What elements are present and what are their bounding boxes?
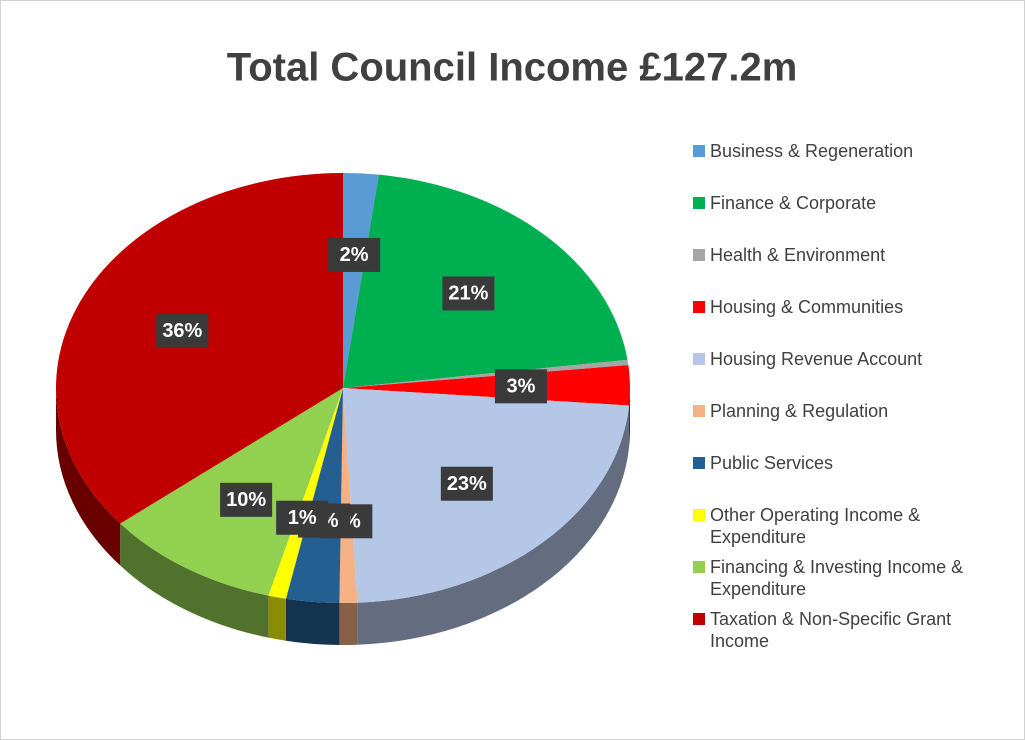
legend-label: Housing Revenue Account bbox=[710, 349, 923, 369]
legend-swatch bbox=[693, 457, 705, 469]
legend-item: Housing Revenue Account bbox=[690, 348, 1010, 400]
data-label-bg bbox=[156, 313, 209, 348]
data-label-bg bbox=[220, 482, 273, 517]
slice bbox=[268, 388, 343, 599]
legend-item: Public Services bbox=[690, 452, 1010, 504]
data-label-bg bbox=[276, 500, 329, 535]
chart-title: Total Council Income £127.2m bbox=[227, 46, 798, 90]
data-label-bg bbox=[442, 276, 495, 311]
legend-label: Planning & Regulation bbox=[710, 401, 889, 421]
legend-swatch bbox=[693, 509, 705, 521]
legend-swatch bbox=[693, 301, 705, 313]
slice bbox=[343, 173, 379, 388]
legend-item: Business & Regeneration bbox=[690, 140, 1010, 192]
slice bbox=[339, 388, 358, 603]
legend-item: Planning & Regulation bbox=[690, 400, 1010, 452]
data-label: 1% bbox=[288, 507, 317, 529]
data-label: 10% bbox=[226, 489, 266, 511]
slice bbox=[285, 388, 343, 603]
legend-item: Other Operating Income & Expenditure bbox=[690, 504, 1010, 556]
slice-side bbox=[120, 523, 269, 638]
legend-label: Other Operating Income & Expenditure bbox=[710, 505, 921, 547]
slice-side bbox=[357, 405, 630, 645]
legend-label: Business & Regeneration bbox=[710, 141, 914, 161]
legend-swatch bbox=[693, 613, 705, 625]
legend-swatch bbox=[693, 405, 705, 417]
data-label-bg bbox=[494, 369, 547, 404]
legend-label: Housing & Communities bbox=[710, 297, 904, 317]
legend-item: Finance & Corporate bbox=[690, 192, 1010, 244]
legend-swatch bbox=[693, 249, 705, 261]
legend-swatch bbox=[693, 561, 705, 573]
legend-label: Public Services bbox=[710, 453, 834, 473]
data-label-bg bbox=[440, 466, 493, 501]
legend-label: Financing & Investing Income & Expenditu… bbox=[710, 557, 964, 599]
slice-side bbox=[339, 602, 358, 645]
legend-item: Housing & Communities bbox=[690, 296, 1010, 348]
slice-side bbox=[285, 598, 340, 645]
legend: Business & Regeneration Finance & Corpora… bbox=[690, 140, 1010, 660]
legend-item: Financing & Investing Income & Expenditu… bbox=[690, 556, 1010, 608]
data-label-bg bbox=[328, 237, 381, 272]
legend-item: Health & Environment bbox=[690, 244, 1010, 296]
data-label: 21% bbox=[448, 283, 488, 305]
legend-swatch bbox=[693, 145, 705, 157]
data-label: 36% bbox=[162, 320, 202, 342]
legend-item: Taxation & Non-Specific Grant Income bbox=[690, 608, 1010, 660]
legend-label: Health & Environment bbox=[710, 245, 886, 265]
slice-side bbox=[629, 388, 630, 448]
data-label: 23% bbox=[447, 473, 487, 495]
data-label: 2% bbox=[340, 244, 369, 266]
data-label: 3% bbox=[506, 376, 535, 398]
slice bbox=[343, 365, 630, 406]
legend-swatch bbox=[693, 353, 705, 365]
slice-side bbox=[268, 595, 286, 641]
slice-side bbox=[56, 388, 121, 566]
legend-label: Taxation & Non-Specific Grant Income bbox=[710, 609, 952, 651]
legend-swatch bbox=[693, 197, 705, 209]
slice bbox=[343, 359, 629, 388]
slice bbox=[55, 173, 343, 524]
legend-label: Finance & Corporate bbox=[710, 193, 877, 213]
